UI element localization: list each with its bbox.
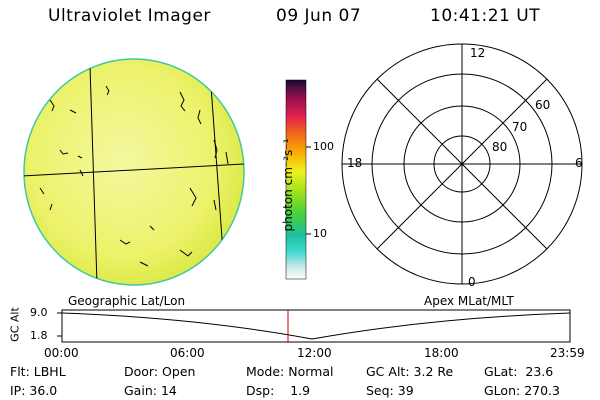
glon-value: 270.3: [524, 383, 560, 398]
app-title: Ultraviolet Imager: [48, 6, 211, 26]
lat-label-80: 80: [492, 140, 508, 154]
timeline-xtick-0600: 06:00: [170, 346, 205, 360]
timeline-xtick-2359: 23:59: [550, 346, 585, 360]
gc-alt-value: 3.2 Re: [413, 364, 454, 379]
mlt-label-12: 12: [470, 46, 486, 60]
info-gain: Gain: 14: [124, 383, 177, 398]
timeline-xtick-1800: 18:00: [424, 346, 459, 360]
lat-label-70: 70: [512, 120, 528, 134]
polar-plot: [341, 43, 583, 285]
timeline-right-title: Apex MLat/MLT: [424, 294, 514, 308]
colorbar-tick-10: 10: [313, 227, 327, 240]
info-gc-alt: GC Alt: 3.2 Re: [366, 364, 454, 379]
info-ip: IP: 36.0: [10, 383, 58, 398]
timeline-left-title: Geographic Lat/Lon: [68, 294, 186, 308]
mlt-label-18: 18: [347, 156, 363, 170]
date-label: 09 Jun 07: [276, 6, 362, 26]
colorbar: [285, 79, 311, 280]
seq-value: 39: [397, 383, 414, 398]
mode-value: Normal: [288, 364, 334, 379]
info-dsp: Dsp: 1.9: [246, 383, 311, 398]
time-label: 10:41:21 UT: [430, 6, 541, 26]
mlt-label-6: 6: [575, 156, 583, 170]
dsp-value: 1.9: [290, 383, 311, 398]
lat-label-60: 60: [535, 98, 551, 112]
timeline-ytick-9: 9.0: [30, 306, 48, 319]
info-glon: GLon: 270.3: [484, 383, 560, 398]
info-filter: Flt: LBHL: [10, 364, 66, 379]
mlt-label-0: 0: [468, 275, 476, 289]
timeline-axis-label: GC Alt: [8, 307, 22, 342]
ip-value: 36.0: [29, 383, 58, 398]
info-glat: GLat: 23.6: [484, 364, 554, 379]
uv-disk-image: [23, 58, 245, 286]
info-seq: Seq: 39: [366, 383, 414, 398]
glat-value: 23.6: [525, 364, 554, 379]
colorbar-label: photon cm⁻²s⁻¹: [281, 138, 295, 232]
colorbar-tick-100: 100: [313, 140, 334, 153]
filter-value: LBHL: [33, 364, 66, 379]
timeline-xtick-1200: 12:00: [297, 346, 332, 360]
info-door: Door: Open: [124, 364, 196, 379]
gain-value: 14: [160, 383, 177, 398]
altitude-timeline: [57, 309, 571, 343]
timeline-ytick-1-8: 1.8: [30, 329, 48, 342]
timeline-xtick-0000: 00:00: [44, 346, 79, 360]
door-value: Open: [162, 364, 196, 379]
info-mode: Mode: Normal: [246, 364, 334, 379]
